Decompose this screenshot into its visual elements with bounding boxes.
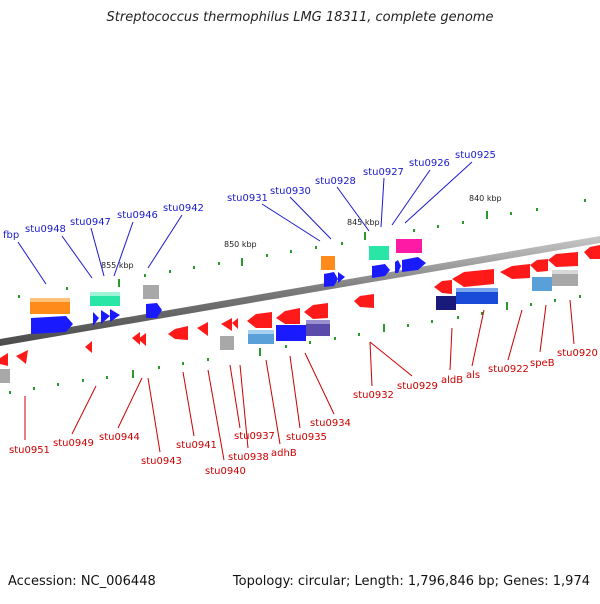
gene-stu0949[interactable] (85, 341, 92, 353)
gene-label-adhB[interactable]: adhB (271, 448, 297, 459)
gene-label-stu0946[interactable]: stu0946 (117, 210, 158, 221)
bottom-label-connectors (24, 299, 575, 461)
forward-features (30, 239, 426, 334)
gene-label-stu0944[interactable]: stu0944 (99, 432, 140, 443)
gene-label-stu0934[interactable]: stu0934 (310, 418, 351, 429)
gene-label-stu0951[interactable]: stu0951 (9, 445, 50, 456)
gene-stu0938[interactable] (232, 318, 238, 329)
gene-label-stu0937[interactable]: stu0937 (234, 431, 275, 442)
gene-label-stu0931[interactable]: stu0931 (227, 193, 268, 204)
gene-label-stu0943[interactable]: stu0943 (141, 456, 182, 467)
gene-label-stu0940[interactable]: stu0940 (205, 466, 246, 477)
gene-stu0926[interactable] (395, 239, 426, 273)
gene-stu0944[interactable] (132, 332, 140, 345)
gene-stu0927[interactable] (369, 246, 390, 278)
gene-stu0934[interactable] (304, 303, 328, 319)
gene-label-als[interactable]: als (466, 370, 480, 381)
gene-stu0928b[interactable] (436, 296, 456, 310)
gene-stu0919[interactable] (584, 245, 600, 259)
gene-label-stu0925[interactable]: stu0925 (455, 150, 496, 161)
gene-label-stu0941[interactable]: stu0941 (176, 440, 217, 451)
top-labels: fbp stu0948 stu0947 stu0946 stu0942 stu0… (3, 150, 496, 241)
gene-label-aldB[interactable]: aldB (441, 375, 463, 386)
gene-stu0939[interactable] (221, 318, 232, 331)
gene-stu0951b[interactable] (16, 350, 28, 364)
gene-stu0935[interactable] (276, 308, 300, 324)
gene-label-stu0930[interactable]: stu0930 (270, 186, 311, 197)
gene-stu0920-shade (552, 270, 578, 274)
gene-label-stu0932[interactable]: stu0932 (353, 390, 394, 401)
gene-stu0930[interactable] (321, 256, 345, 287)
tick-label-840: 840 kbp (469, 194, 502, 203)
gene-label-stu0922[interactable]: stu0922 (488, 364, 529, 375)
gene-label-stu0947[interactable]: stu0947 (70, 217, 111, 228)
gene-aldB[interactable] (452, 269, 494, 287)
accession-text: Accession: NC_006448 (8, 574, 156, 589)
gene-stu0941[interactable] (168, 326, 188, 340)
gene-label-stu0926[interactable]: stu0926 (409, 158, 450, 169)
gene-label-stu0927[interactable]: stu0927 (363, 167, 404, 178)
gene-label-stu0928[interactable]: stu0928 (315, 176, 356, 187)
gene-stu0932[interactable] (354, 294, 374, 308)
gene-label-stu0938[interactable]: stu0938 (228, 452, 269, 463)
reverse-features (0, 245, 600, 383)
gene-speB-box[interactable] (532, 277, 552, 291)
top-label-connectors (17, 161, 473, 285)
gene-stu0948[interactable] (90, 292, 120, 326)
genome-backbone (0, 236, 600, 346)
gene-stu0943[interactable] (138, 333, 146, 346)
gene-stu0936-shade (248, 330, 274, 334)
gene-stu0935b[interactable] (276, 325, 306, 341)
gene-stu0940[interactable] (197, 322, 208, 336)
gene-stu0937[interactable] (220, 336, 234, 350)
gene-label-speB[interactable]: speB (530, 358, 555, 369)
genome-summary-text: Topology: circular; Length: 1,796,846 bp… (232, 574, 590, 589)
gene-fbp[interactable] (30, 298, 73, 334)
major-ticks (118, 211, 508, 378)
gene-label-stu0949[interactable]: stu0949 (53, 438, 94, 449)
gene-speB[interactable] (548, 252, 578, 267)
gene-label-fbp[interactable]: fbp (3, 230, 19, 241)
bottom-labels: stu0951 stu0949 stu0944 stu0943 stu0941 … (9, 348, 598, 477)
gene-stu0951[interactable] (0, 353, 8, 366)
gene-label-stu0920[interactable]: stu0920 (557, 348, 598, 359)
gene-stu0929[interactable] (434, 280, 452, 294)
gene-als-shade (456, 288, 498, 292)
tick-label-850: 850 kbp (224, 240, 257, 249)
gene-label-stu0929[interactable]: stu0929 (397, 381, 438, 392)
gene-stu0933-shade (306, 320, 330, 324)
gene-stu0950[interactable] (0, 369, 10, 383)
gene-label-stu0935[interactable]: stu0935 (286, 432, 327, 443)
scale-dots (9, 199, 586, 394)
gene-adhB[interactable] (247, 312, 272, 328)
gene-stu0922[interactable] (500, 264, 530, 279)
gene-label-stu0942[interactable]: stu0942 (163, 203, 204, 214)
gene-stu0921[interactable] (530, 259, 548, 272)
gene-stu0946[interactable] (143, 285, 162, 318)
gene-label-stu0948[interactable]: stu0948 (25, 224, 66, 235)
tick-labels: 840 kbp 845 kbp 850 kbp 855 kbp (101, 194, 502, 270)
map-title: Streptococcus thermophilus LMG 18311, co… (106, 10, 494, 25)
